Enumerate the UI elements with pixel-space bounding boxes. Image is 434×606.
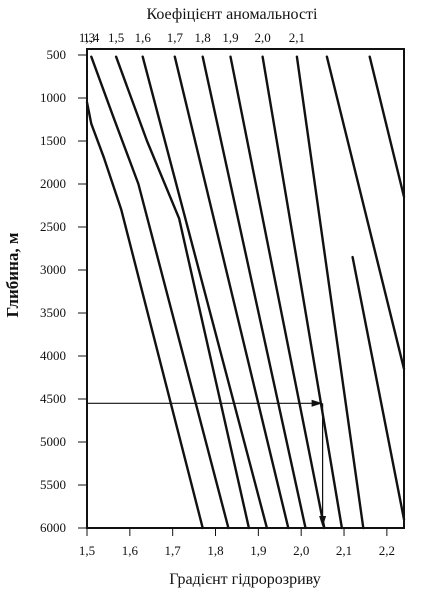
series-line [114,55,251,530]
top-tick-labels: 1,31,4 1,5 1,6 1,7 1,8 1,9 2,0 2,1 [79,30,305,45]
y-tick-label: 5000 [40,434,66,449]
x-tick-label: 2,2 [379,543,395,558]
x-tick-label: 2,0 [293,543,309,558]
plot-frame [86,48,405,529]
annotation-arrowhead-right [311,399,323,407]
x-tick-label: 1,8 [207,543,223,558]
top-tick-label: 2,1 [289,30,305,45]
series-line [201,55,307,530]
top-tick-label: 1,4 [83,30,100,45]
chart-title: Коефіцієнт аномальності [146,6,318,23]
top-tick-label: 1,9 [222,30,238,45]
series-line [90,55,230,530]
series-line [261,55,344,530]
series-line [141,55,269,530]
series-line [351,255,406,521]
x-tick-label: 1,6 [122,543,139,558]
x-tick-label: 2,1 [336,543,352,558]
top-tick-label: 1,5 [108,30,124,45]
x-tick-label: 1,5 [79,543,95,558]
y-tick-labels: 500 1000 1500 2000 2500 3000 3500 4000 4500 5000 5… [40,47,87,535]
x-tick-label: 1,7 [165,543,182,558]
y-tick-label: 4500 [40,391,66,406]
annotation-arrowhead-down [319,516,327,527]
y-tick-label: 1500 [40,133,66,148]
x-axis-label: Градієнт гідророзриву [169,571,320,588]
y-tick-label: 4000 [40,348,66,363]
y-axis-label: Глибина, м [3,232,22,317]
series-line [368,55,406,199]
y-tick-label: 5500 [40,477,66,492]
x-tick-labels: 1,5 1,6 1,7 1,8 1,9 2,0 2,1 2,2 [79,528,395,558]
y-tick-label: 3000 [40,262,66,277]
top-tick-label: 1,6 [135,30,152,45]
y-tick-label: 500 [47,47,67,62]
top-tick-label: 2,0 [255,30,271,45]
y-tick-label: 3500 [40,305,66,320]
y-tick-label: 6000 [40,520,66,535]
series-group [85,55,406,530]
annotation-group [87,399,327,527]
series-line [295,55,365,530]
x-tick-label: 1,9 [250,543,266,558]
top-tick-label: 1,8 [195,30,211,45]
y-tick-label: 1000 [40,90,66,105]
series-line [325,55,406,371]
y-tick-label: 2500 [40,219,66,234]
series-line [173,55,290,530]
top-tick-label: 1,7 [167,30,184,45]
y-tick-label: 2000 [40,176,66,191]
top-tick-label: 1,3 [79,30,95,45]
series-line [85,101,204,530]
series-line [229,55,326,530]
